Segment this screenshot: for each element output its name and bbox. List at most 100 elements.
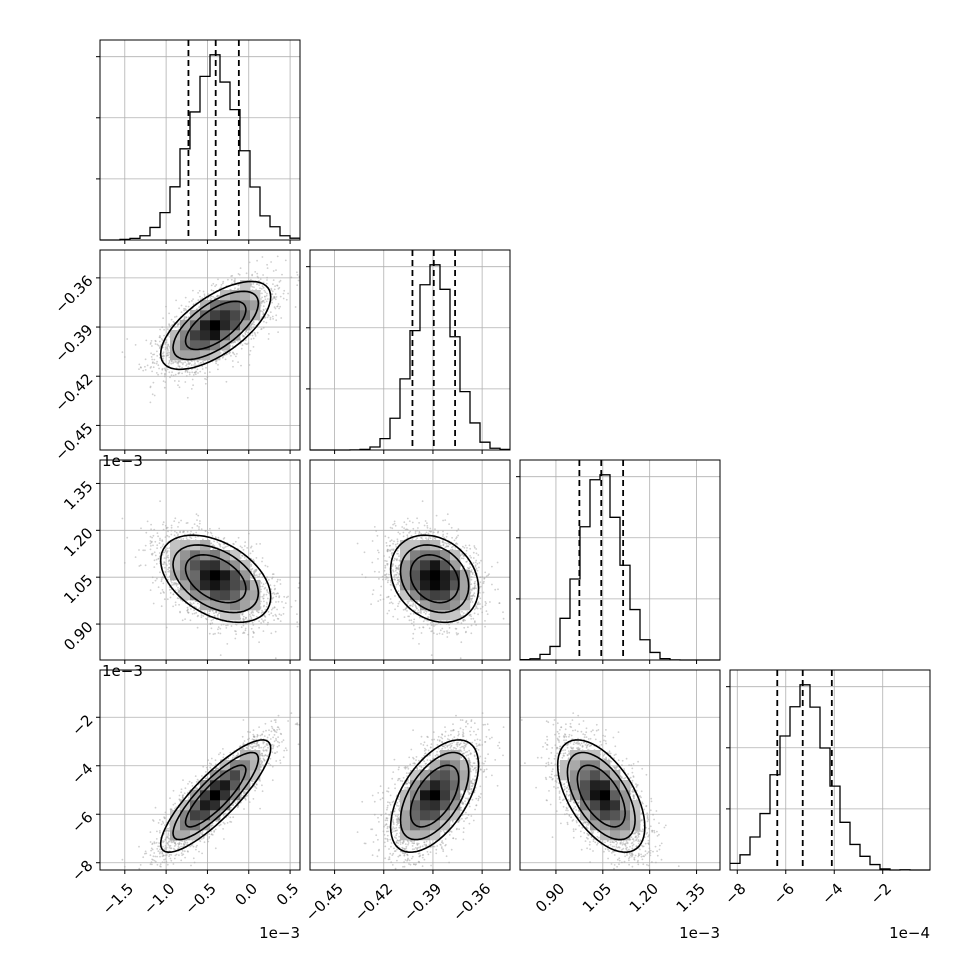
sample-point bbox=[258, 284, 260, 286]
sample-point bbox=[156, 363, 158, 365]
sample-point bbox=[174, 380, 176, 382]
sample-point bbox=[231, 279, 233, 281]
sample-point bbox=[286, 299, 288, 301]
sample-point bbox=[191, 300, 193, 302]
sample-point bbox=[165, 347, 167, 349]
sample-point bbox=[150, 387, 152, 389]
sample-point bbox=[211, 298, 213, 300]
sample-point bbox=[153, 382, 155, 384]
sample-point bbox=[150, 528, 152, 530]
sample-point bbox=[199, 523, 201, 525]
sample-point bbox=[263, 305, 265, 307]
sample-point bbox=[272, 318, 274, 320]
sample-point bbox=[247, 332, 249, 334]
sample-point bbox=[191, 527, 193, 529]
sample-point bbox=[270, 261, 272, 263]
sample-point bbox=[199, 296, 201, 298]
density-cell bbox=[220, 310, 230, 320]
sample-point bbox=[213, 290, 215, 292]
sample-point bbox=[164, 373, 166, 375]
sample-point bbox=[297, 274, 299, 276]
sample-point bbox=[192, 384, 194, 386]
sample-point bbox=[212, 535, 214, 537]
sample-point bbox=[261, 293, 263, 295]
hist-grid bbox=[96, 57, 300, 179]
density-cell bbox=[230, 310, 240, 320]
sample-point bbox=[151, 371, 153, 373]
sample-point bbox=[253, 324, 255, 326]
sample-point bbox=[150, 536, 152, 538]
sample-point bbox=[258, 576, 260, 578]
sample-point bbox=[157, 374, 159, 376]
sample-point bbox=[256, 283, 258, 285]
sample-point bbox=[277, 285, 279, 287]
sample-point bbox=[161, 373, 163, 375]
sample-point bbox=[291, 606, 293, 608]
sample-point bbox=[197, 299, 199, 301]
sample-point bbox=[153, 366, 155, 368]
sample-point bbox=[151, 340, 153, 342]
sample-point bbox=[272, 316, 274, 318]
sample-point bbox=[192, 379, 194, 381]
sample-point bbox=[261, 297, 263, 299]
sample-point bbox=[261, 303, 263, 305]
sample-point bbox=[162, 368, 164, 370]
sample-point bbox=[189, 372, 191, 374]
sample-point bbox=[195, 371, 197, 373]
sample-point bbox=[193, 609, 195, 611]
sample-point bbox=[145, 545, 147, 547]
sample-point bbox=[197, 372, 199, 374]
sample-point bbox=[140, 527, 142, 529]
sample-point bbox=[186, 375, 188, 377]
sample-point bbox=[263, 309, 265, 311]
sample-point bbox=[175, 374, 177, 376]
sample-point bbox=[163, 380, 165, 382]
sample-point bbox=[260, 328, 262, 330]
sample-point bbox=[163, 544, 165, 546]
sample-point bbox=[165, 370, 167, 372]
sample-point bbox=[274, 585, 276, 587]
sample-point bbox=[202, 368, 204, 370]
sample-point bbox=[167, 531, 169, 533]
sample-point bbox=[261, 618, 263, 620]
sample-point bbox=[272, 283, 274, 285]
sample-point bbox=[234, 287, 236, 289]
sample-point bbox=[283, 293, 285, 295]
sample-point bbox=[215, 363, 217, 365]
sample-point bbox=[164, 376, 166, 378]
sample-point bbox=[245, 339, 247, 341]
sample-point bbox=[161, 579, 163, 581]
sample-point bbox=[176, 532, 178, 534]
grid-lines bbox=[125, 40, 290, 240]
sample-point bbox=[278, 288, 280, 290]
sample-point bbox=[222, 356, 224, 358]
density-cell bbox=[210, 320, 220, 330]
sample-point bbox=[164, 368, 166, 370]
sample-point bbox=[242, 344, 244, 346]
sample-point bbox=[167, 569, 169, 571]
sample-point bbox=[194, 362, 196, 364]
sample-point bbox=[171, 361, 173, 363]
sample-point bbox=[159, 329, 161, 331]
sample-point bbox=[222, 283, 224, 285]
sample-point bbox=[168, 563, 170, 565]
sample-point bbox=[236, 353, 238, 355]
sample-point bbox=[179, 372, 181, 374]
sample-point bbox=[190, 531, 192, 533]
density-cell bbox=[170, 340, 180, 350]
sample-point bbox=[217, 279, 219, 281]
sample-point bbox=[138, 549, 140, 551]
sample-point bbox=[266, 293, 268, 295]
sample-point bbox=[255, 335, 257, 337]
sample-point bbox=[152, 576, 154, 578]
panel-p0-p2 bbox=[122, 500, 301, 659]
sample-point bbox=[175, 300, 177, 302]
sample-point bbox=[135, 344, 137, 346]
sample-point bbox=[268, 338, 270, 340]
sample-point bbox=[174, 361, 176, 363]
sample-point bbox=[291, 277, 293, 279]
sample-point bbox=[265, 308, 267, 310]
sample-point bbox=[211, 285, 213, 287]
sample-point bbox=[244, 541, 246, 543]
sample-point bbox=[249, 364, 251, 366]
